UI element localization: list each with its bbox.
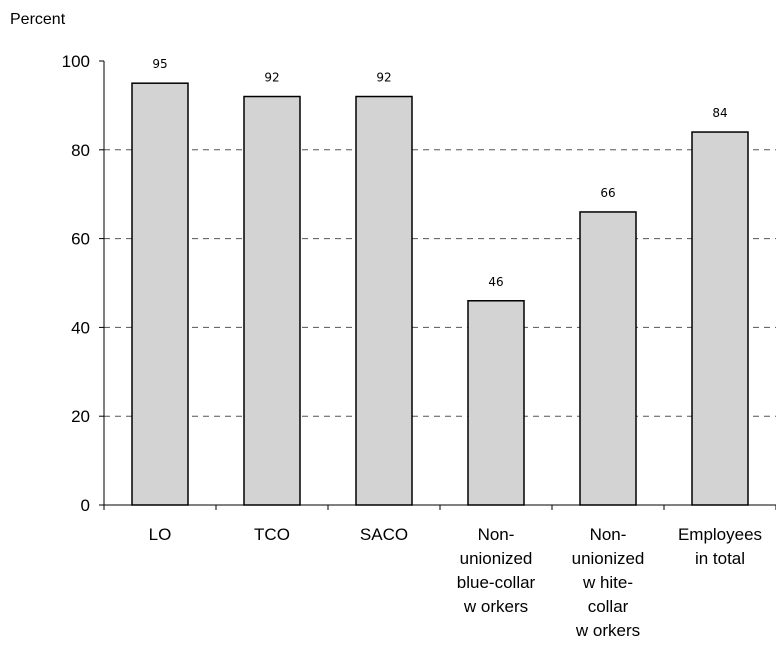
y-tick-label-100: 100: [62, 52, 90, 71]
data-label-2: 92: [376, 71, 391, 85]
axes: [99, 60, 776, 510]
x-category-label-1: TCO: [254, 525, 290, 544]
y-tick-label-20: 20: [71, 407, 90, 426]
y-tick-labels: 0 20 40 60 80 100: [62, 52, 90, 515]
bar-4: [579, 211, 637, 506]
bar-0: [131, 82, 189, 506]
data-labels: 95 92 92 46 66 84: [152, 57, 727, 289]
bar-3: [467, 300, 525, 506]
bar-2: [355, 95, 413, 506]
gridlines: [104, 149, 776, 417]
data-label-4: 66: [600, 186, 615, 200]
data-label-0: 95: [152, 57, 167, 71]
data-label-5: 84: [712, 106, 727, 120]
data-label-3: 46: [488, 275, 503, 289]
y-tick-label-60: 60: [71, 230, 90, 249]
data-label-1: 92: [264, 71, 279, 85]
bar-5: [691, 131, 749, 506]
x-category-label-4: Non-unionized w hite-collar w orkers: [572, 525, 645, 640]
bar-1: [243, 95, 301, 506]
x-category-label-5: Employees in total: [678, 525, 762, 568]
y-tick-label-0: 0: [81, 496, 90, 515]
x-category-labels: LO TCO SACO Non-unionized blue-collar w orker…: [149, 525, 762, 640]
y-tick-label-80: 80: [71, 141, 90, 160]
bars: [131, 82, 749, 506]
x-category-label-3: Non-unionized blue-collar w orkers: [457, 525, 536, 616]
y-tick-label-40: 40: [71, 318, 90, 337]
x-category-label-2: SACO: [360, 525, 408, 544]
y-axis-title: Percent: [10, 11, 66, 28]
x-category-label-0: LO: [149, 525, 172, 544]
